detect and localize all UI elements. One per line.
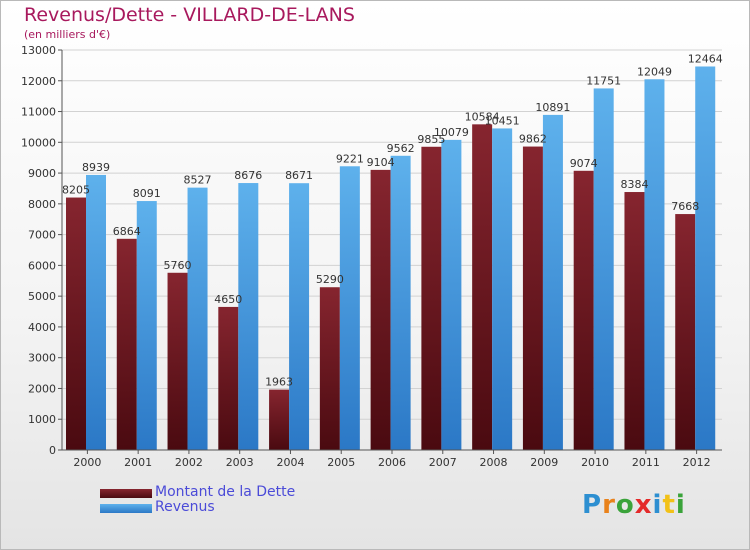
y-tick-label: 11000 bbox=[21, 106, 56, 119]
data-label-debt: 9104 bbox=[367, 156, 395, 169]
bar-debt bbox=[167, 272, 188, 450]
data-label-debt: 10584 bbox=[465, 110, 500, 123]
bar-debt bbox=[116, 238, 137, 450]
data-label-revenue: 10451 bbox=[485, 114, 520, 127]
logo-letter: r bbox=[602, 490, 616, 520]
y-tick-label: 3000 bbox=[28, 352, 56, 365]
data-label-revenue: 10891 bbox=[535, 101, 570, 114]
bar-debt bbox=[66, 197, 86, 450]
bar-revenue bbox=[441, 139, 462, 450]
bar-debt bbox=[472, 124, 493, 450]
bar-revenue bbox=[339, 166, 360, 450]
bar-debt bbox=[675, 214, 696, 450]
legend-label-debt: Montant de la Dette bbox=[155, 484, 296, 500]
y-tick-label: 7000 bbox=[28, 229, 56, 242]
data-label-debt: 4650 bbox=[214, 293, 242, 306]
y-tick-label: 2000 bbox=[28, 382, 56, 395]
data-label-debt: 9862 bbox=[519, 133, 547, 146]
x-tick-label: 2012 bbox=[683, 456, 711, 469]
bar-debt bbox=[319, 287, 340, 450]
bar-revenue bbox=[136, 201, 157, 450]
x-tick-label: 2004 bbox=[276, 456, 304, 469]
x-tick-label: 2010 bbox=[581, 456, 609, 469]
logo-letter: i bbox=[652, 490, 663, 520]
bar-revenue bbox=[238, 183, 259, 451]
x-tick-label: 2005 bbox=[327, 456, 355, 469]
x-tick-label: 2003 bbox=[226, 456, 254, 469]
data-label-revenue: 12464 bbox=[688, 52, 723, 65]
y-tick-label: 0 bbox=[49, 444, 56, 457]
logo-letter: i bbox=[675, 490, 686, 520]
bar-revenue bbox=[644, 79, 665, 450]
logo-letter: o bbox=[615, 490, 635, 520]
bar-revenue bbox=[390, 155, 411, 451]
data-label-debt: 5290 bbox=[316, 273, 344, 286]
bar-debt bbox=[624, 192, 645, 450]
x-tick-label: 2011 bbox=[632, 456, 660, 469]
y-tick-label: 1000 bbox=[28, 413, 56, 426]
data-label-debt: 8384 bbox=[620, 178, 648, 191]
bar-revenue bbox=[542, 114, 563, 451]
bar-debt bbox=[269, 389, 290, 450]
bar-debt bbox=[421, 146, 442, 450]
y-tick-label: 12000 bbox=[21, 75, 56, 88]
data-label-revenue: 9221 bbox=[336, 152, 364, 165]
y-tick-label: 13000 bbox=[21, 44, 56, 57]
data-label-revenue: 8527 bbox=[184, 174, 212, 187]
x-tick-label: 2009 bbox=[530, 456, 558, 469]
bar-revenue bbox=[695, 66, 716, 450]
y-tick-label: 9000 bbox=[28, 167, 56, 180]
bar-revenue bbox=[289, 183, 310, 450]
bar-revenue bbox=[187, 187, 208, 450]
bar-debt bbox=[370, 169, 391, 450]
data-label-revenue: 8091 bbox=[133, 187, 161, 200]
data-label-debt: 5760 bbox=[164, 259, 192, 272]
x-tick-label: 2008 bbox=[480, 456, 508, 469]
x-tick-label: 2006 bbox=[378, 456, 406, 469]
data-label-debt: 7668 bbox=[671, 200, 699, 213]
y-tick-label: 10000 bbox=[21, 136, 56, 149]
data-label-revenue: 11751 bbox=[586, 74, 621, 87]
data-label-revenue: 12049 bbox=[637, 65, 672, 78]
y-tick-label: 5000 bbox=[28, 290, 56, 303]
x-tick-label: 2000 bbox=[73, 456, 101, 469]
chart-subtitle: (en milliers d'€) bbox=[24, 28, 111, 41]
data-label-revenue: 8939 bbox=[82, 161, 110, 174]
bar-revenue bbox=[593, 88, 614, 450]
data-label-debt: 9074 bbox=[570, 157, 598, 170]
logo-letter: x bbox=[634, 490, 653, 520]
legend-label-revenue: Revenus bbox=[155, 499, 215, 515]
data-label-debt: 9855 bbox=[417, 133, 445, 146]
data-label-revenue: 10079 bbox=[434, 126, 469, 139]
legend-swatch-revenue bbox=[100, 504, 152, 513]
logo-letter: t bbox=[662, 490, 676, 520]
y-tick-label: 8000 bbox=[28, 198, 56, 211]
bar-revenue bbox=[86, 174, 106, 450]
legend-swatch-debt bbox=[100, 489, 152, 498]
bar-debt bbox=[522, 146, 543, 451]
data-label-debt: 1963 bbox=[265, 376, 293, 389]
x-tick-label: 2001 bbox=[124, 456, 152, 469]
chart-title: Revenus/Dette - VILLARD-DE-LANS bbox=[24, 4, 355, 26]
x-tick-label: 2007 bbox=[429, 456, 457, 469]
bar-revenue bbox=[492, 128, 513, 450]
bar-debt bbox=[218, 306, 239, 450]
data-label-revenue: 8671 bbox=[285, 169, 313, 182]
bar-debt bbox=[573, 170, 594, 451]
proxiti-logo: Proxiti bbox=[582, 490, 686, 520]
x-tick-label: 2002 bbox=[175, 456, 203, 469]
logo-letter: P bbox=[582, 490, 603, 520]
data-label-debt: 8205 bbox=[62, 184, 90, 197]
y-tick-label: 4000 bbox=[28, 321, 56, 334]
data-label-revenue: 8676 bbox=[234, 169, 262, 182]
data-label-debt: 6864 bbox=[113, 225, 141, 238]
y-tick-label: 6000 bbox=[28, 259, 56, 272]
data-label-revenue: 9562 bbox=[387, 142, 415, 155]
